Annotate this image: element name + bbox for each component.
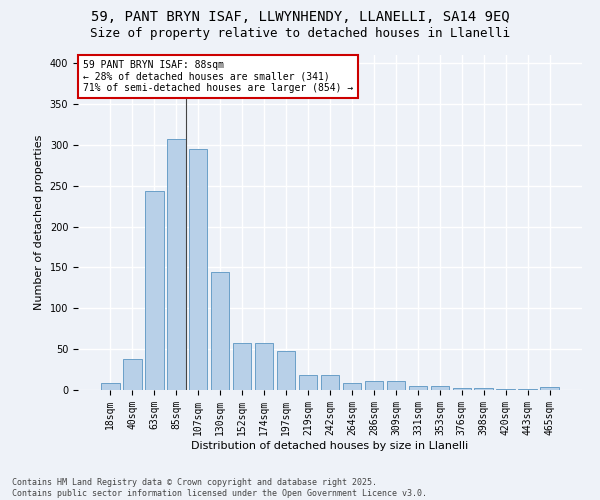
Bar — [343, 382, 361, 390]
X-axis label: Distribution of detached houses by size in Llanelli: Distribution of detached houses by size … — [191, 440, 469, 450]
Bar — [386, 381, 405, 390]
Bar — [452, 388, 471, 390]
Bar — [101, 384, 119, 390]
Bar — [320, 376, 340, 390]
Bar — [475, 388, 493, 390]
Bar — [365, 381, 383, 390]
Text: 59, PANT BRYN ISAF, LLWYNHENDY, LLANELLI, SA14 9EQ: 59, PANT BRYN ISAF, LLWYNHENDY, LLANELLI… — [91, 10, 509, 24]
Bar — [255, 344, 274, 390]
Text: 59 PANT BRYN ISAF: 88sqm
← 28% of detached houses are smaller (341)
71% of semi-: 59 PANT BRYN ISAF: 88sqm ← 28% of detach… — [83, 60, 353, 93]
Bar — [277, 351, 295, 390]
Bar — [299, 376, 317, 390]
Bar — [123, 359, 142, 390]
Bar — [233, 344, 251, 390]
Bar — [518, 389, 537, 390]
Bar — [541, 386, 559, 390]
Bar — [145, 192, 164, 390]
Bar — [189, 149, 208, 390]
Text: Contains HM Land Registry data © Crown copyright and database right 2025.
Contai: Contains HM Land Registry data © Crown c… — [12, 478, 427, 498]
Bar — [431, 386, 449, 390]
Y-axis label: Number of detached properties: Number of detached properties — [34, 135, 44, 310]
Bar — [409, 386, 427, 390]
Bar — [496, 389, 515, 390]
Bar — [167, 139, 185, 390]
Bar — [211, 272, 229, 390]
Text: Size of property relative to detached houses in Llanelli: Size of property relative to detached ho… — [90, 28, 510, 40]
